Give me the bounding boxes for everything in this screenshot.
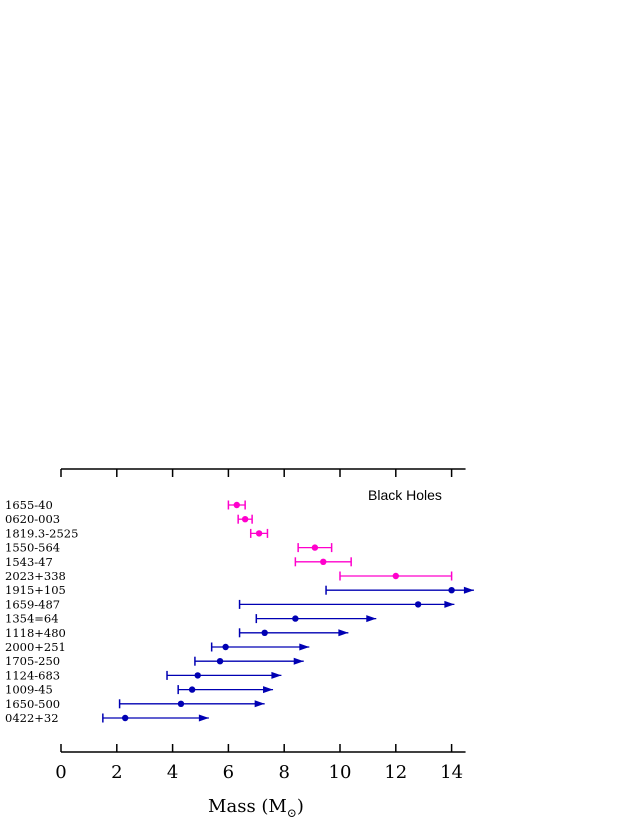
x-tick-label: 6 <box>223 762 234 783</box>
row-label: 1915+105 <box>5 583 66 597</box>
row-label: 1543-47 <box>5 555 53 569</box>
limit-arrow <box>198 714 209 722</box>
limit-arrow <box>263 686 274 694</box>
mass-point <box>320 558 327 565</box>
limit-arrow <box>463 586 474 594</box>
chart-marks <box>102 500 474 723</box>
x-tick-label: 0 <box>55 762 66 783</box>
mass-point <box>233 501 240 509</box>
row-label: 1118+480 <box>5 626 66 640</box>
row-label: 1705-250 <box>5 654 60 668</box>
x-tick-label: 14 <box>440 762 463 783</box>
x-tick-label: 2 <box>111 762 122 783</box>
x-tick-label: 4 <box>167 762 178 783</box>
axes <box>60 468 466 753</box>
row-label: 1659-487 <box>5 597 60 611</box>
x-axis-label-subscript: ⊙ <box>287 806 297 820</box>
row-label: 1354=64 <box>5 612 59 626</box>
row-label: 1009-45 <box>5 683 53 697</box>
x-axis-label-close: ) <box>297 796 304 817</box>
limit-arrow <box>366 615 377 623</box>
mass-point <box>241 516 249 523</box>
mass-point <box>255 530 263 537</box>
limit-arrow <box>254 700 265 708</box>
mass-point <box>311 544 319 551</box>
mass-point <box>292 615 299 622</box>
row-label: 1550-564 <box>5 541 60 555</box>
row-label: 0422+32 <box>5 711 59 725</box>
mass-point <box>194 672 201 679</box>
tick-labels: 0 2 4 6 8 10 12 14 <box>55 762 463 783</box>
row-label: 2000+251 <box>5 640 66 654</box>
row-label: 1655-40 <box>5 498 53 512</box>
row-label: 0620-003 <box>5 512 60 526</box>
mass-point <box>177 700 185 707</box>
limit-arrow <box>444 600 455 608</box>
mass-point <box>121 714 129 722</box>
x-axis-label: Mass (M⊙) <box>208 796 304 820</box>
row-labels: 1655-400620-0031819.3-25251550-5641543-4… <box>5 498 78 725</box>
limit-arrow <box>338 629 349 637</box>
limit-arrow <box>299 643 310 651</box>
limit-arrow <box>271 671 282 679</box>
limit-arrow <box>293 657 304 665</box>
mass-point <box>222 643 229 651</box>
row-label: 1124-683 <box>5 668 60 682</box>
x-tick-label: 8 <box>278 762 289 783</box>
chart-annotation: Black Holes <box>368 487 442 503</box>
row-label: 1650-500 <box>5 697 60 711</box>
mass-point <box>216 658 224 665</box>
x-tick-label: 12 <box>384 762 407 783</box>
mass-point <box>448 587 455 594</box>
x-tick-label: 10 <box>329 762 352 783</box>
mass-point <box>414 601 422 608</box>
mass-point <box>188 686 196 693</box>
row-label: 2023+338 <box>5 569 66 583</box>
x-axis-label-main: Mass (M <box>208 796 287 817</box>
mass-point <box>261 629 268 636</box>
row-label: 1819.3-2525 <box>5 526 78 540</box>
mass-point <box>392 572 399 580</box>
